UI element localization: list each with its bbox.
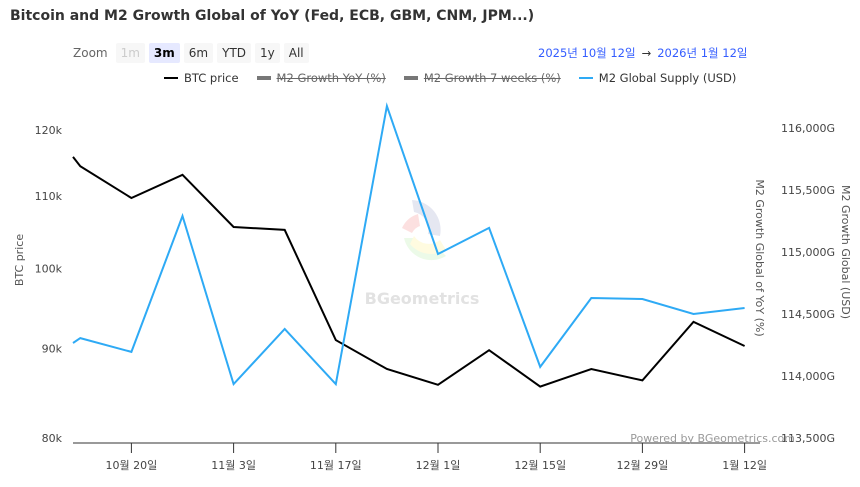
zoom-6m-button[interactable]: 6m — [183, 43, 214, 63]
middle-axis-title: M2 Growth Global of YoY (%) — [753, 179, 766, 336]
x-tick-label: 12월 29일 — [617, 458, 669, 472]
range-arrow: → — [641, 46, 652, 60]
series-line-btc-price — [72, 156, 746, 388]
watermark-logo — [402, 200, 446, 261]
right-tick-label: 114,000G — [781, 370, 835, 383]
left-tick-label: 80k — [42, 432, 63, 445]
x-tick-label: 11월 17일 — [310, 458, 362, 472]
legend-item-m2-global-supply[interactable]: M2 Global Supply (USD) — [578, 71, 736, 85]
series-group — [72, 102, 746, 388]
range-from-input[interactable]: 2025년 10월 12일 — [538, 46, 636, 60]
x-axis-ticks: 10월 20일 11월 3일 11월 17일 12월 1일 12월 15일 12월 29일… — [106, 443, 767, 472]
legend-item-btc-price[interactable]: BTC price — [164, 71, 239, 85]
left-tick-label: 100k — [35, 262, 63, 275]
watermark-text: BGeometrics — [365, 289, 480, 308]
x-tick-label: 1월 12일 — [722, 458, 767, 472]
zoom-ytd-button[interactable]: YTD — [217, 43, 252, 63]
legend: BTC price M2 Growth YoY (%) M2 Growth 7 … — [164, 71, 736, 85]
series-line-m2-global-supply-usd — [72, 102, 745, 387]
right-tick-label: 116,000G — [781, 122, 835, 135]
legend-swatch — [256, 76, 271, 80]
right-tick-label: 113,500G — [781, 432, 835, 445]
range-to-input[interactable]: 2026년 1월 12일 — [657, 46, 748, 60]
x-tick-label: 12월 1일 — [416, 458, 461, 472]
right-tick-label: 115,500G — [781, 184, 835, 197]
left-tick-label: 110k — [35, 190, 63, 203]
date-range: 2025년 10월 12일 → 2026년 1월 12일 — [538, 45, 748, 61]
zoom-3m-button[interactable]: 3m — [148, 43, 180, 63]
legend-swatch — [578, 77, 593, 79]
right-tick-label: 114,500G — [781, 308, 835, 321]
left-axis-ticks: 80k 90k 100k 110k 120k — [35, 124, 63, 445]
zoom-label: Zoom — [73, 46, 108, 60]
x-tick-label: 12월 15일 — [514, 458, 566, 472]
left-axis-title: BTC price — [13, 234, 26, 286]
legend-swatch — [403, 76, 418, 80]
right-tick-label: 115,000G — [781, 246, 835, 259]
credits-link[interactable]: Powered by BGeometrics.com — [630, 432, 795, 445]
chart-title: Bitcoin and M2 Growth Global of YoY (Fed… — [10, 8, 535, 24]
zoom-all-button[interactable]: All — [283, 43, 309, 63]
right-axis-ticks: 113,500G 114,000G 114,500G 115,000G 115,500G… — [781, 122, 835, 445]
zoom-1y-button[interactable]: 1y — [255, 43, 280, 63]
legend-item-m2-growth-yoy[interactable]: M2 Growth YoY (%) — [256, 71, 386, 85]
zoom-1m-button[interactable]: 1m — [115, 43, 145, 63]
x-tick-label: 11월 3일 — [211, 458, 256, 472]
zoom-controls: Zoom 1m 3m 6m YTD 1y All — [73, 43, 309, 63]
left-tick-label: 120k — [35, 124, 63, 137]
right-axis-title: M2 Growth Global (USD) — [839, 185, 852, 319]
x-tick-label: 10월 20일 — [106, 458, 158, 472]
legend-swatch — [164, 77, 178, 79]
left-tick-label: 90k — [42, 342, 63, 355]
legend-item-m2-growth-7-weeks[interactable]: M2 Growth 7 weeks (%) — [403, 71, 561, 85]
